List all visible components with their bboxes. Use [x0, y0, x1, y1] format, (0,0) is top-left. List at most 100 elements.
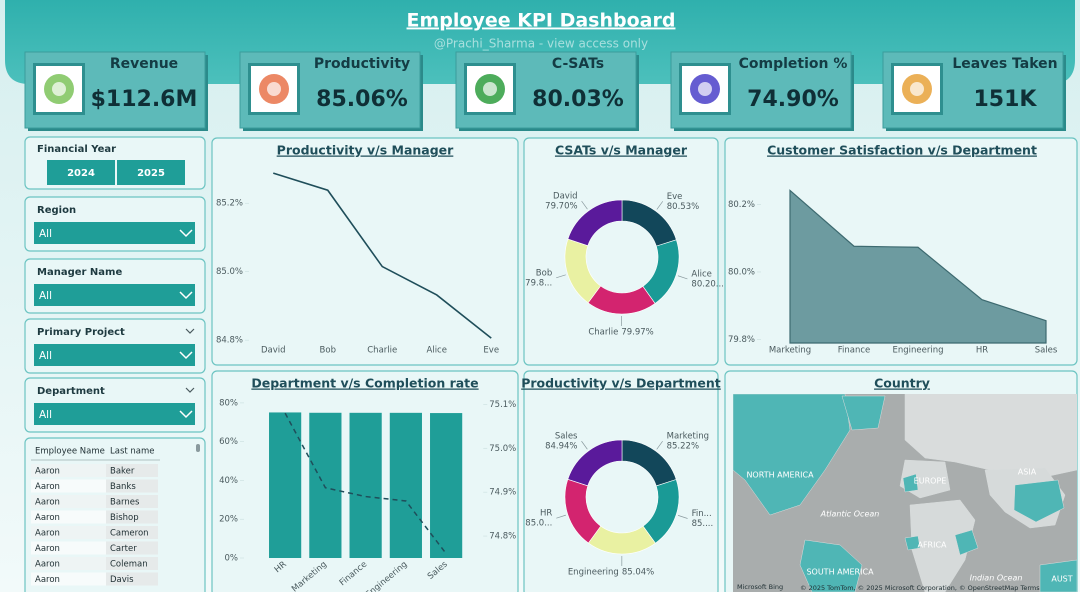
leader-line	[656, 201, 664, 210]
map-region-highlight	[799, 539, 863, 592]
table-cell-bg	[106, 510, 158, 524]
map-label: SOUTH AMERICA	[806, 568, 874, 577]
y-tick-label: 74.9%	[489, 488, 516, 498]
line-series	[284, 412, 447, 555]
table-cell-bg	[106, 557, 158, 570]
table-cell[interactable]: Aaron	[35, 482, 60, 492]
y-tick-label: 40%	[219, 476, 238, 486]
dropdown-value[interactable]: All	[39, 228, 52, 240]
table-cell-bg	[106, 464, 158, 477]
map-label: AFRICA	[917, 541, 947, 550]
collapse-icon	[185, 328, 195, 334]
map-region-highlight	[841, 395, 886, 431]
y-tick-label: 80%	[219, 398, 238, 408]
table-cell[interactable]: Baker	[110, 467, 135, 477]
map-land	[909, 499, 976, 592]
dropdown[interactable]	[34, 403, 195, 425]
table-cell-bg	[106, 541, 158, 555]
filter-label: Department	[37, 386, 105, 397]
year-button-label[interactable]: 2024	[67, 168, 95, 179]
dropdown-chevron[interactable]	[179, 229, 193, 238]
filter-label: Financial Year	[37, 144, 116, 155]
content: Revenue $112.6M Productivity 85.06% C-SATs 80…	[24, 51, 1078, 592]
map-region-highlight	[1039, 559, 1077, 592]
dropdown-chevron[interactable]	[179, 410, 193, 419]
data-label-name: David	[553, 192, 578, 202]
x-tick-label: Charlie	[367, 346, 397, 356]
kpi-label: Leaves Taken	[952, 56, 1057, 72]
table-cell[interactable]: Aaron	[35, 575, 60, 585]
kpi-label: Completion %	[739, 56, 848, 72]
map-region-highlight	[954, 529, 979, 556]
kpi-icon-detail	[483, 82, 497, 96]
dropdown-chevron[interactable]	[179, 351, 193, 360]
table-cell[interactable]: Aaron	[35, 544, 60, 554]
map-region-highlight	[1013, 479, 1065, 523]
kpi-value: $112.6M	[91, 87, 198, 112]
table-header: Last name	[110, 447, 155, 457]
filter-label: Primary Project	[37, 327, 125, 338]
dropdown-value[interactable]: All	[39, 409, 52, 421]
map: NORTH AMERICA EUROPE ASIA Atlantic Ocean AFR…	[733, 394, 1077, 592]
data-label-name: Alice	[691, 269, 711, 279]
table-cell[interactable]: Bishop	[110, 513, 139, 523]
leader-line	[581, 440, 588, 450]
table-cell[interactable]: Aaron	[35, 529, 60, 539]
table-cell[interactable]: Banks	[110, 482, 136, 492]
table-cell[interactable]: Aaron	[35, 560, 60, 570]
x-tick-label: Finance	[838, 346, 871, 356]
chart-title: Productivity v/s Department	[521, 376, 721, 391]
leader-line	[656, 441, 663, 450]
table-cell[interactable]: Barnes	[110, 498, 140, 508]
kpi-card: Revenue $112.6M	[24, 51, 208, 131]
table-cell[interactable]: Aaron	[35, 513, 60, 523]
dropdown-value[interactable]: All	[39, 290, 52, 302]
filter-label: Manager Name	[37, 267, 122, 278]
bar	[349, 412, 382, 558]
table-cell[interactable]: Cameron	[110, 529, 149, 539]
y-tick-label: 74.8%	[489, 532, 516, 542]
bar	[430, 413, 463, 558]
table-cell[interactable]: Aaron	[35, 467, 60, 477]
data-label-name: Engineering	[568, 567, 619, 577]
map-label: NORTH AMERICA	[746, 471, 814, 480]
leader-line	[677, 275, 688, 280]
data-label-name: Fin...	[692, 509, 712, 519]
kpi-label: Revenue	[110, 56, 178, 72]
data-label-name: Sales	[555, 432, 578, 442]
dropdown[interactable]	[34, 222, 195, 244]
year-button[interactable]	[117, 160, 185, 185]
kpi-label: Productivity	[314, 56, 410, 72]
data-label-name: Bob	[536, 268, 552, 278]
kpi-value: 85.06%	[316, 87, 408, 112]
table-cell[interactable]: Aaron	[35, 498, 60, 508]
data-label-value: 79.8...	[525, 278, 552, 288]
area-series	[789, 189, 1047, 344]
kpi-card: Productivity 85.06%	[239, 51, 423, 131]
leader-line	[556, 514, 566, 519]
table-cell[interactable]: Carter	[110, 544, 137, 554]
dropdown[interactable]	[34, 284, 195, 306]
kpi-value: 151K	[974, 87, 1038, 112]
y-tick-label: 85.2%	[216, 199, 243, 209]
y-tick-label: 79.8%	[728, 335, 755, 345]
year-button[interactable]	[47, 160, 115, 185]
x-tick-label: Eve	[483, 346, 499, 356]
table-cell[interactable]: Davis	[110, 575, 134, 585]
dropdown-value[interactable]: All	[39, 350, 52, 362]
data-label-value: 79.97%	[621, 327, 653, 337]
table-cell[interactable]: Coleman	[110, 560, 148, 570]
year-button-label[interactable]: 2025	[137, 168, 165, 179]
table-cell-bg	[106, 479, 158, 493]
map-label: Indian Ocean	[970, 574, 1023, 583]
dropdown-chevron[interactable]	[179, 291, 193, 300]
dropdown[interactable]	[34, 344, 195, 366]
kpi-icon-detail	[910, 82, 924, 96]
scrollbar	[196, 444, 200, 452]
chart-panel	[523, 137, 719, 366]
y-tick-label: 85.0%	[216, 267, 243, 277]
dashboard-title: Employee KPI Dashboard	[407, 10, 676, 32]
chart-panel	[211, 137, 519, 366]
data-label-value: 80.20...	[691, 279, 723, 289]
data-label-value: 85.0...	[525, 519, 552, 529]
